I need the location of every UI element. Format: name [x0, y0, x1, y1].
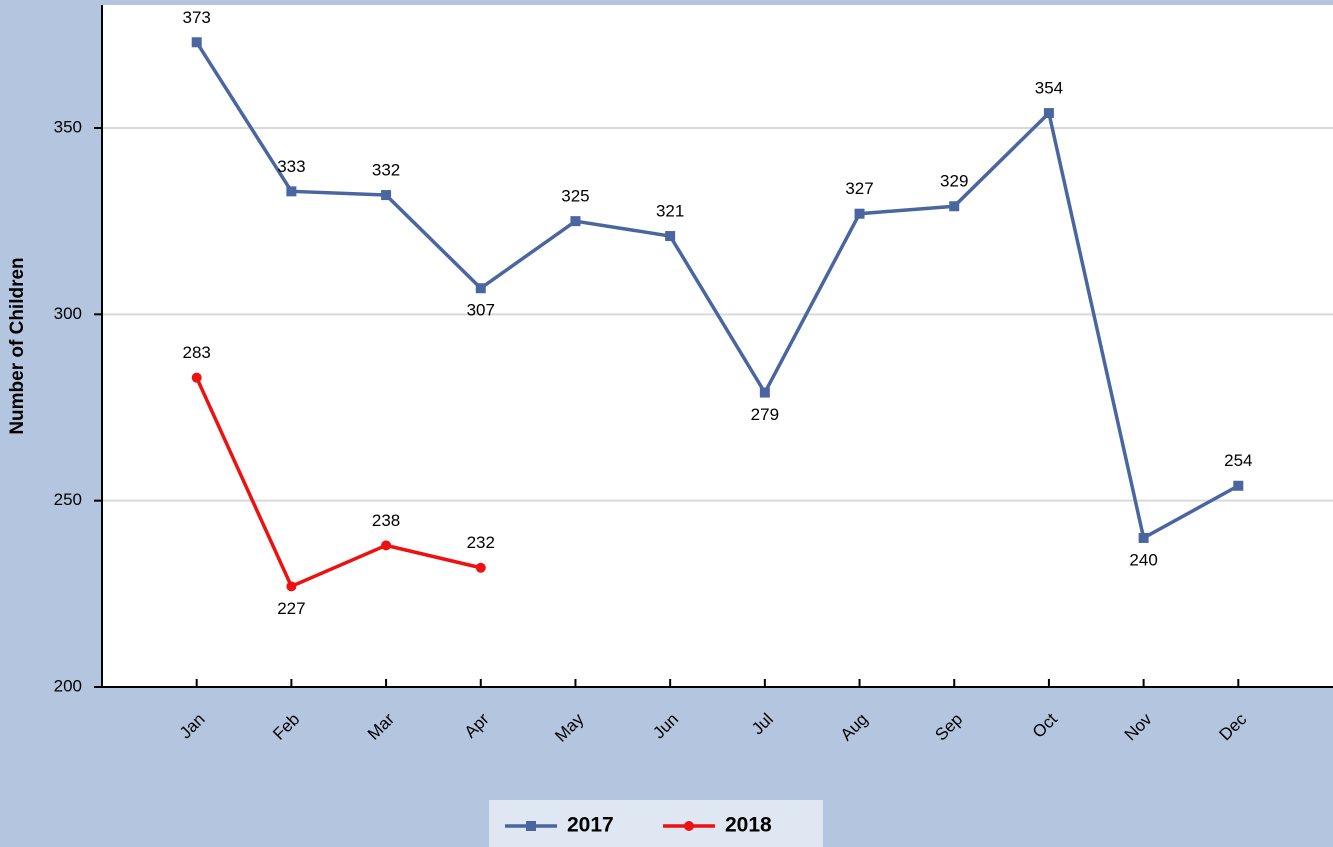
plot-area: [102, 5, 1333, 687]
x-tick-label: Dec: [1215, 709, 1250, 744]
y-axis-label: Number of Children: [7, 257, 28, 434]
data-label: 227: [277, 599, 305, 618]
x-tick-label: Aug: [837, 710, 872, 745]
data-point: [191, 372, 202, 383]
data-point: [1043, 108, 1054, 119]
data-label: 333: [277, 157, 305, 176]
legend-label: 2017: [567, 814, 614, 837]
data-label: 240: [1129, 550, 1157, 569]
data-label: 254: [1224, 451, 1252, 470]
data-point: [191, 37, 202, 48]
data-label: 232: [467, 533, 495, 552]
x-tick-label: Jan: [176, 710, 209, 743]
legend-marker: [684, 821, 694, 831]
legend-box: [489, 800, 823, 847]
data-label: 329: [940, 172, 968, 191]
data-point: [570, 216, 581, 227]
data-point: [759, 387, 770, 398]
x-tick-label: Apr: [461, 709, 493, 741]
data-label: 279: [751, 405, 779, 424]
x-tick-label: Mar: [364, 709, 398, 743]
series-line: [195, 376, 482, 589]
data-point: [665, 231, 676, 242]
legend-marker: [526, 821, 536, 831]
legend-label: 2018: [725, 814, 772, 837]
x-tick-label: Nov: [1121, 709, 1156, 744]
data-label: 307: [467, 301, 495, 320]
data-label: 321: [656, 202, 684, 221]
x-tick-label: Feb: [269, 710, 303, 744]
x-tick-label: May: [551, 709, 587, 745]
data-point: [475, 562, 486, 573]
x-tick-label: Oct: [1029, 709, 1061, 741]
x-tick-label: Jun: [649, 710, 682, 743]
data-point: [1138, 532, 1149, 543]
data-point: [381, 540, 392, 551]
data-label: 327: [845, 179, 873, 198]
data-label: 373: [183, 8, 211, 27]
data-point: [381, 190, 392, 201]
data-point: [1233, 480, 1244, 491]
x-tick-label: Sep: [931, 710, 966, 745]
data-label: 332: [372, 161, 400, 180]
x-tick-label: Jul: [748, 710, 777, 739]
data-point: [475, 283, 486, 294]
y-tick-label: 250: [54, 490, 82, 509]
data-label: 238: [372, 511, 400, 530]
data-label: 325: [561, 187, 589, 206]
data-label: 354: [1035, 79, 1063, 98]
y-tick-label: 350: [54, 117, 82, 136]
y-tick-label: 200: [54, 676, 82, 695]
y-tick-label: 300: [54, 304, 82, 323]
series-line: [195, 41, 1240, 541]
data-point: [949, 201, 960, 212]
data-label: 283: [183, 343, 211, 362]
data-point: [286, 581, 297, 592]
data-point: [854, 208, 865, 219]
data-point: [286, 186, 297, 197]
